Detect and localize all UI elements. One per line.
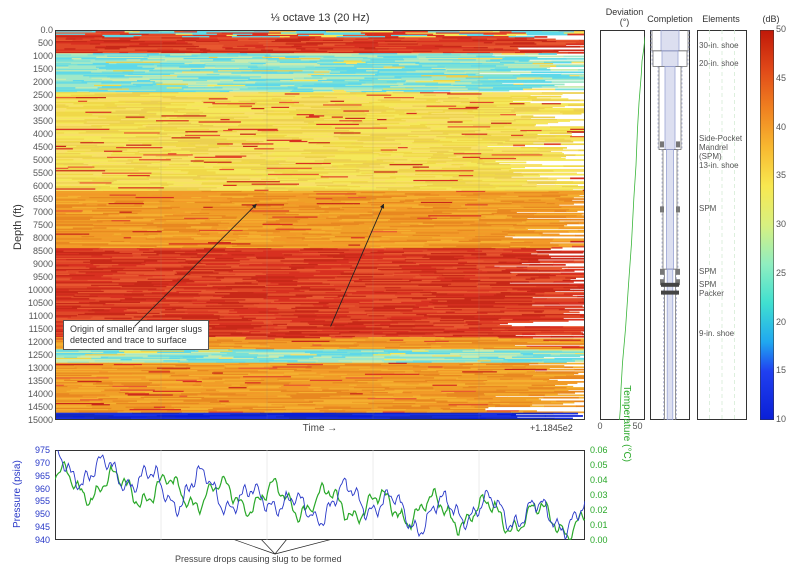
temperature-ticks: 0.000.010.020.030.040.050.06 (588, 450, 622, 540)
colorbar (760, 30, 774, 420)
heatmap-chart (55, 30, 585, 420)
slug-origin-annotation: Origin of smaller and larger slugs detec… (63, 320, 209, 350)
temperature-axis-label: Temperature (°C) (621, 385, 632, 462)
colorbar-units: (dB) (756, 14, 786, 24)
timeseries-chart (55, 450, 585, 540)
colorbar-ticks: 101520253035404550 (776, 30, 798, 420)
heatmap-title: ⅓ octave 13 (20 Hz) (55, 12, 585, 24)
pressure-ticks: 940945950955960965970975 (22, 450, 52, 540)
pressure-drops-annotation: Pressure drops causing slug to be formed (175, 554, 342, 564)
depth-axis-ticks: 0.05001000150020002500300035004000450050… (15, 30, 53, 420)
elements-track (697, 30, 747, 420)
completion-track (650, 30, 690, 420)
time-axis-label: Time → (55, 423, 585, 434)
completion-title: Completion (644, 14, 696, 24)
elements-title: Elements (692, 14, 750, 24)
deviation-track (600, 30, 645, 420)
time-offset-label: +1.1845e2 (530, 423, 573, 433)
